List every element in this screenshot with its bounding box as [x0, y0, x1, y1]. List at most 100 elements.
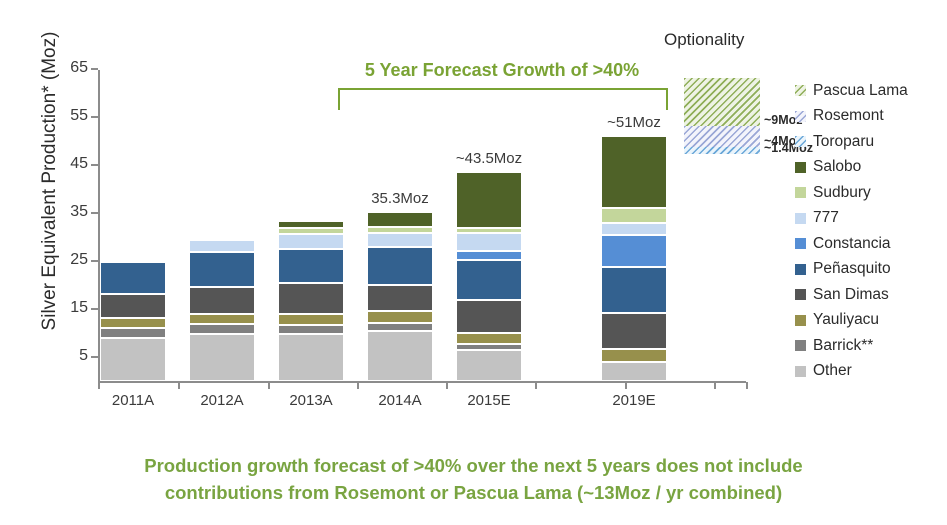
- y-tick: [91, 68, 98, 70]
- bar-segment-other: [100, 338, 166, 381]
- x-tick: [357, 382, 359, 389]
- legend-swatch: [795, 289, 806, 300]
- bar-segment-pe-asquito: [278, 249, 344, 283]
- legend-item-salobo[interactable]: Salobo: [795, 155, 945, 181]
- y-tick: [91, 164, 98, 166]
- bar-segment-san-dimas: [278, 283, 344, 314]
- legend-label: Yauliyacu: [813, 311, 879, 329]
- bar-segment-yauliyacu: [100, 318, 166, 329]
- legend-swatch: [795, 213, 806, 224]
- legend-item-other[interactable]: Other: [795, 359, 945, 385]
- y-tick-label: 35: [42, 203, 88, 221]
- legend-item-constancia[interactable]: Constancia: [795, 231, 945, 257]
- y-tick-label: 45: [42, 155, 88, 173]
- bar-segment-other: [601, 362, 667, 381]
- x-tick-label-2015e: 2015E: [444, 392, 534, 409]
- bar-segment-barrick: [189, 324, 255, 334]
- y-tick: [91, 116, 98, 118]
- legend-swatch: [795, 111, 806, 122]
- optionality-segment-rosemont: [684, 126, 760, 147]
- bar-segment-sudbury: [367, 227, 433, 233]
- bar-segment-other: [456, 350, 522, 381]
- legend-label: San Dimas: [813, 286, 889, 304]
- bar-segment-san-dimas: [189, 287, 255, 313]
- legend-item-san-dimas[interactable]: San Dimas: [795, 282, 945, 308]
- legend-swatch: [795, 85, 806, 96]
- bar-segment-pe-asquito: [100, 262, 166, 293]
- bar-2019e: [601, 136, 667, 381]
- bar-2014a: [367, 212, 433, 381]
- bar-segment-yauliyacu: [189, 314, 255, 324]
- bar-2011a: [100, 262, 166, 381]
- optionality-segment-toroparu: [684, 147, 760, 154]
- bar-segment-pe-asquito: [601, 267, 667, 313]
- bar-segment-barrick: [456, 344, 522, 350]
- legend-item-pe-asquito[interactable]: Peñasquito: [795, 257, 945, 283]
- bar-segment-san-dimas: [456, 300, 522, 333]
- bar-segment-777: [456, 233, 522, 251]
- x-tick: [746, 382, 748, 389]
- legend-item-barrick[interactable]: Barrick**: [795, 333, 945, 359]
- y-tick: [91, 356, 98, 358]
- legend-label: Constancia: [813, 235, 891, 253]
- legend-item-sudbury[interactable]: Sudbury: [795, 180, 945, 206]
- bar-segment-777: [189, 240, 255, 252]
- chart-canvas: Silver Equivalent Production* (Moz) 5152…: [0, 0, 947, 525]
- legend-label: Salobo: [813, 158, 861, 176]
- legend-item-rosemont[interactable]: Rosemont: [795, 104, 945, 130]
- bar-segment-yauliyacu: [278, 314, 344, 326]
- legend-item-pascua-lama[interactable]: Pascua Lama: [795, 78, 945, 104]
- bar-segment-pe-asquito: [456, 260, 522, 300]
- legend-swatch: [795, 366, 806, 377]
- footer-line-2: contributions from Rosemont or Pascua La…: [0, 479, 947, 506]
- x-tick-label-2011a: 2011A: [88, 392, 178, 409]
- bar-segment-barrick: [100, 328, 166, 338]
- bar-segment-barrick: [367, 323, 433, 331]
- x-tick: [178, 382, 180, 389]
- legend-label: Sudbury: [813, 184, 871, 202]
- y-tick: [91, 260, 98, 262]
- bar-segment-sudbury: [456, 228, 522, 233]
- legend-item-777[interactable]: 777: [795, 206, 945, 232]
- forecast-bracket: [338, 88, 668, 110]
- y-tick-label: 5: [42, 347, 88, 365]
- legend-item-toroparu[interactable]: Toroparu: [795, 129, 945, 155]
- optionality-box: [684, 78, 760, 154]
- legend-swatch: [795, 340, 806, 351]
- footer-line-1: Production growth forecast of >40% over …: [0, 452, 947, 479]
- bar-segment-yauliyacu: [367, 311, 433, 323]
- bar-segment-pe-asquito: [367, 247, 433, 284]
- bar-segment-yauliyacu: [601, 349, 667, 361]
- legend-swatch: [795, 315, 806, 326]
- x-tick-label-2019e: 2019E: [589, 392, 679, 409]
- legend-swatch: [795, 187, 806, 198]
- bar-2013a: [278, 221, 344, 381]
- legend-label: Barrick**: [813, 337, 873, 355]
- legend-label: Other: [813, 362, 852, 380]
- bar-segment-san-dimas: [601, 313, 667, 349]
- bar-total-label-2019e: ~51Moz: [574, 114, 694, 131]
- legend-label: Peñasquito: [813, 260, 891, 278]
- bar-segment-salobo: [367, 212, 433, 227]
- x-tick: [625, 382, 627, 389]
- bar-segment-san-dimas: [100, 294, 166, 318]
- bar-segment-constancia: [601, 235, 667, 268]
- legend-item-yauliyacu[interactable]: Yauliyacu: [795, 308, 945, 334]
- x-tick: [446, 382, 448, 389]
- x-tick: [714, 382, 716, 389]
- x-tick-label-2013a: 2013A: [266, 392, 356, 409]
- bar-segment-salobo: [456, 172, 522, 228]
- bar-segment-barrick: [278, 325, 344, 334]
- legend-swatch: [795, 162, 806, 173]
- bar-segment-salobo: [601, 136, 667, 208]
- legend-label: Rosemont: [813, 107, 884, 125]
- x-tick-label-2014a: 2014A: [355, 392, 445, 409]
- footer-note: Production growth forecast of >40% over …: [0, 452, 947, 506]
- bar-segment-constancia: [456, 251, 522, 260]
- bar-2012a: [189, 240, 255, 381]
- bar-segment-pe-asquito: [189, 252, 255, 287]
- bar-segment-777: [367, 233, 433, 247]
- y-tick-label: 65: [42, 59, 88, 77]
- y-tick-label: 55: [42, 107, 88, 125]
- forecast-bracket-label: 5 Year Forecast Growth of >40%: [300, 60, 704, 81]
